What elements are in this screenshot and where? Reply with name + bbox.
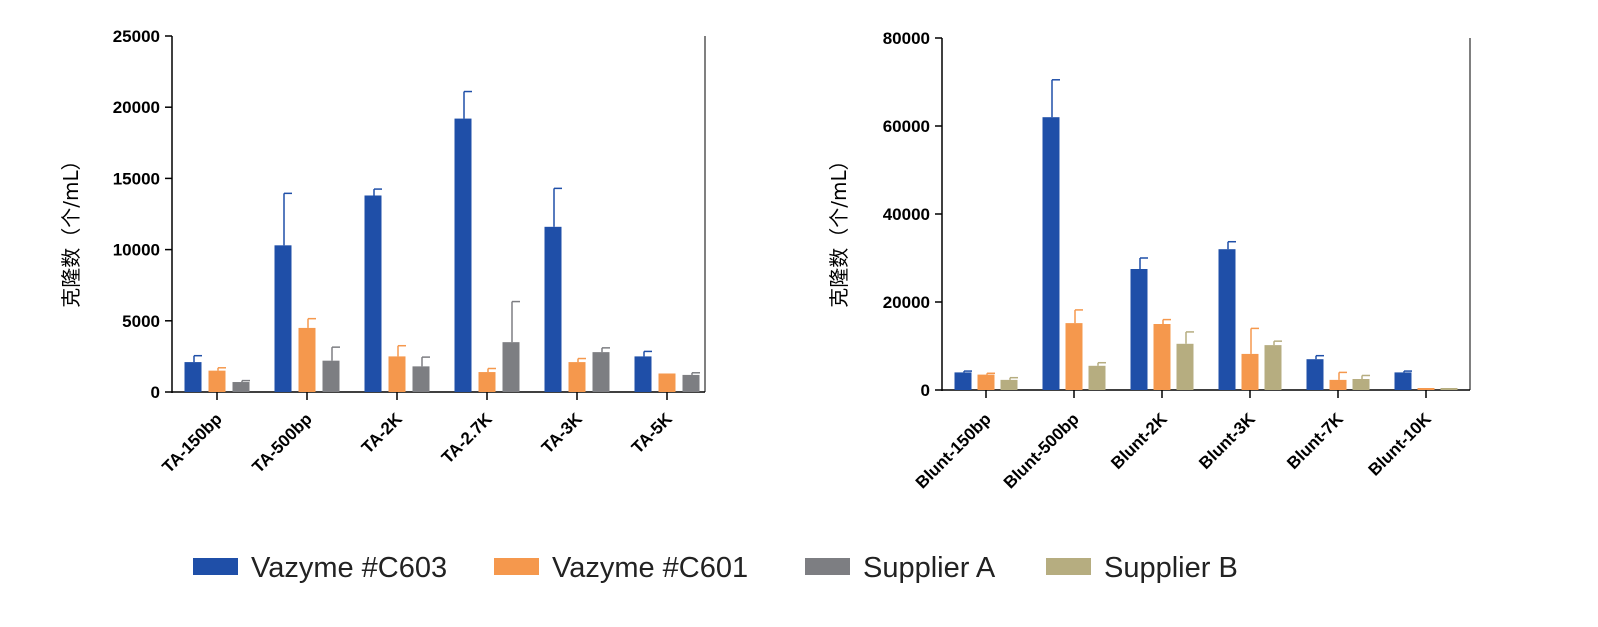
x-tick-label: Blunt-10K — [1365, 409, 1436, 480]
bar — [1394, 372, 1412, 390]
bar — [298, 327, 316, 392]
bar — [322, 360, 340, 392]
legend: Vazyme #C603 Vazyme #C601 Supplier A Suppli… — [193, 552, 1238, 584]
bar — [1130, 269, 1148, 390]
bar — [364, 195, 382, 392]
bar — [954, 372, 972, 390]
x-tick-label: TA-2.7K — [438, 409, 496, 467]
legend-swatch — [193, 558, 238, 575]
y-axis-title: 克隆数（个/mL） — [827, 150, 851, 307]
bar — [682, 374, 700, 392]
bar — [1264, 345, 1282, 390]
y-tick-label: 40000 — [883, 205, 930, 224]
x-tick-label: TA-3K — [538, 409, 586, 457]
y-tick-label: 20000 — [883, 293, 930, 312]
bar — [502, 342, 520, 392]
bar — [274, 245, 292, 392]
bar — [1218, 249, 1236, 390]
legend-swatch — [494, 558, 539, 575]
bar — [568, 362, 586, 392]
chart-ta-cloning: 0 5000 10000 15000 20000 25000 克隆数（个/mL） TA-150… — [59, 27, 706, 477]
legend-label: Supplier A — [863, 552, 996, 584]
x-tick-label: Blunt-3K — [1195, 409, 1259, 473]
bar — [388, 356, 406, 392]
chart-blunt-cloning: 0 20000 40000 60000 80000 克隆数（个/mL） Blunt-150b… — [827, 29, 1471, 492]
bar — [634, 356, 652, 392]
bar — [544, 226, 562, 392]
bar — [592, 352, 610, 392]
bar — [1042, 117, 1060, 390]
bar — [478, 372, 496, 392]
bar — [1153, 324, 1171, 390]
legend-label: Vazyme #C601 — [552, 552, 748, 584]
bar — [412, 366, 430, 392]
y-tick-label: 20000 — [113, 98, 160, 117]
bar — [1329, 379, 1347, 390]
x-tick-label: TA-500bp — [249, 409, 316, 476]
legend-swatch — [805, 558, 850, 575]
bar — [1352, 379, 1370, 390]
x-tick-label: TA-150bp — [159, 409, 226, 476]
y-tick-label: 60000 — [883, 117, 930, 136]
legend-label: Supplier B — [1104, 552, 1238, 584]
bar — [658, 373, 676, 392]
bar — [1000, 379, 1018, 390]
x-tick-label: TA-5K — [628, 409, 676, 457]
x-tick-label: Blunt-2K — [1107, 409, 1171, 473]
y-axis-title: 克隆数（个/mL） — [59, 150, 83, 307]
bar — [184, 362, 202, 392]
bar — [1241, 353, 1259, 390]
bar — [1176, 343, 1194, 390]
y-tick-label: 0 — [921, 381, 930, 400]
bar — [1065, 323, 1083, 390]
legend-swatch — [1046, 558, 1091, 575]
x-tick-label: Blunt-7K — [1283, 409, 1347, 473]
y-tick-label: 5000 — [122, 312, 160, 331]
y-tick-label: 10000 — [113, 241, 160, 260]
bar — [208, 370, 226, 392]
bar — [232, 382, 250, 392]
bar — [1088, 365, 1106, 390]
y-tick-label: 0 — [151, 383, 160, 402]
x-tick-label: TA-2K — [358, 409, 406, 457]
y-tick-label: 15000 — [113, 169, 160, 188]
x-tick-label: Blunt-500bp — [1000, 409, 1083, 492]
bar — [454, 118, 472, 392]
legend-label: Vazyme #C603 — [251, 552, 447, 584]
y-tick-label: 25000 — [113, 27, 160, 46]
x-tick-label: Blunt-150bp — [912, 409, 995, 492]
bar — [1306, 359, 1324, 390]
bar — [977, 374, 995, 390]
y-tick-label: 80000 — [883, 29, 930, 48]
